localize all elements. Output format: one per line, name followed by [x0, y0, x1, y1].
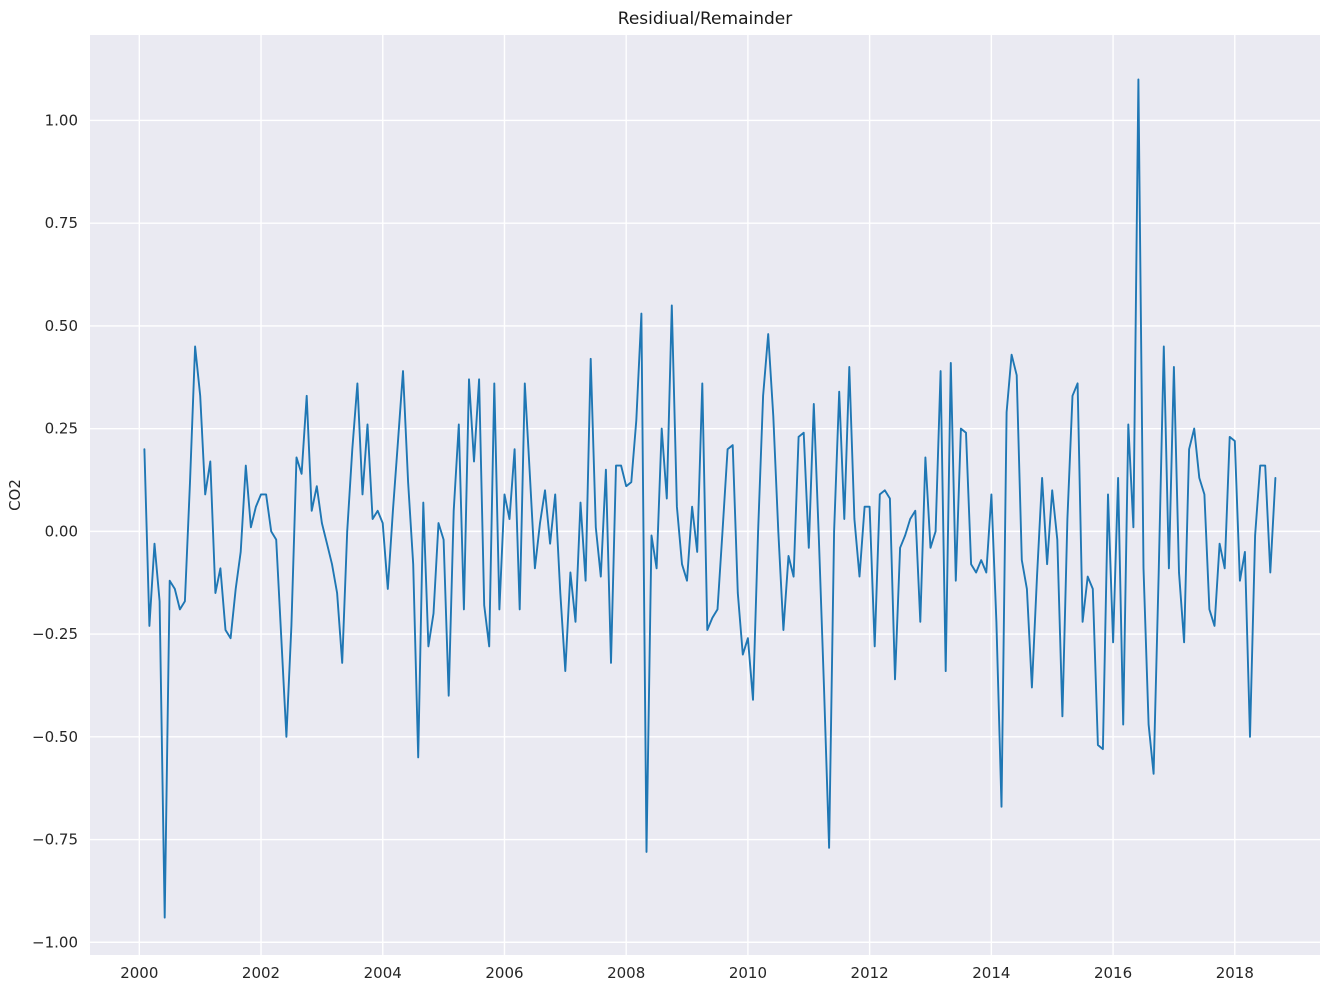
x-tick-label: 2014 — [972, 964, 1010, 982]
y-tick-label: 0.00 — [45, 522, 78, 540]
y-tick-label: −1.00 — [32, 933, 78, 951]
x-tick-label: 2012 — [851, 964, 889, 982]
x-tick-label: 2018 — [1216, 964, 1254, 982]
y-axis-label: CO2 — [6, 479, 24, 511]
y-tick-label: 0.50 — [45, 317, 78, 335]
y-tick-label: −0.50 — [32, 728, 78, 746]
y-axis-tick-labels: −1.00 −0.75 −0.50 −0.25 0.00 0.25 0.50 0.75 1.00 — [32, 111, 78, 951]
chart-title: Residiual/Remainder — [618, 9, 792, 29]
y-tick-label: 0.75 — [45, 214, 78, 232]
x-tick-label: 2004 — [364, 964, 402, 982]
y-tick-label: −0.75 — [32, 831, 78, 849]
x-tick-label: 2008 — [607, 964, 645, 982]
x-axis-tick-labels: 2000 2002 2004 2006 2008 2010 2012 2014 2016 2018 — [120, 964, 1254, 982]
x-tick-label: 2016 — [1094, 964, 1132, 982]
y-tick-label: −0.25 — [32, 625, 78, 643]
x-tick-label: 2000 — [120, 964, 158, 982]
x-tick-label: 2010 — [729, 964, 767, 982]
x-tick-label: 2006 — [485, 964, 523, 982]
x-tick-label: 2002 — [242, 964, 280, 982]
residual-line — [143, 78, 1277, 919]
y-tick-label: 0.25 — [45, 420, 78, 438]
y-tick-label: 1.00 — [45, 111, 78, 129]
